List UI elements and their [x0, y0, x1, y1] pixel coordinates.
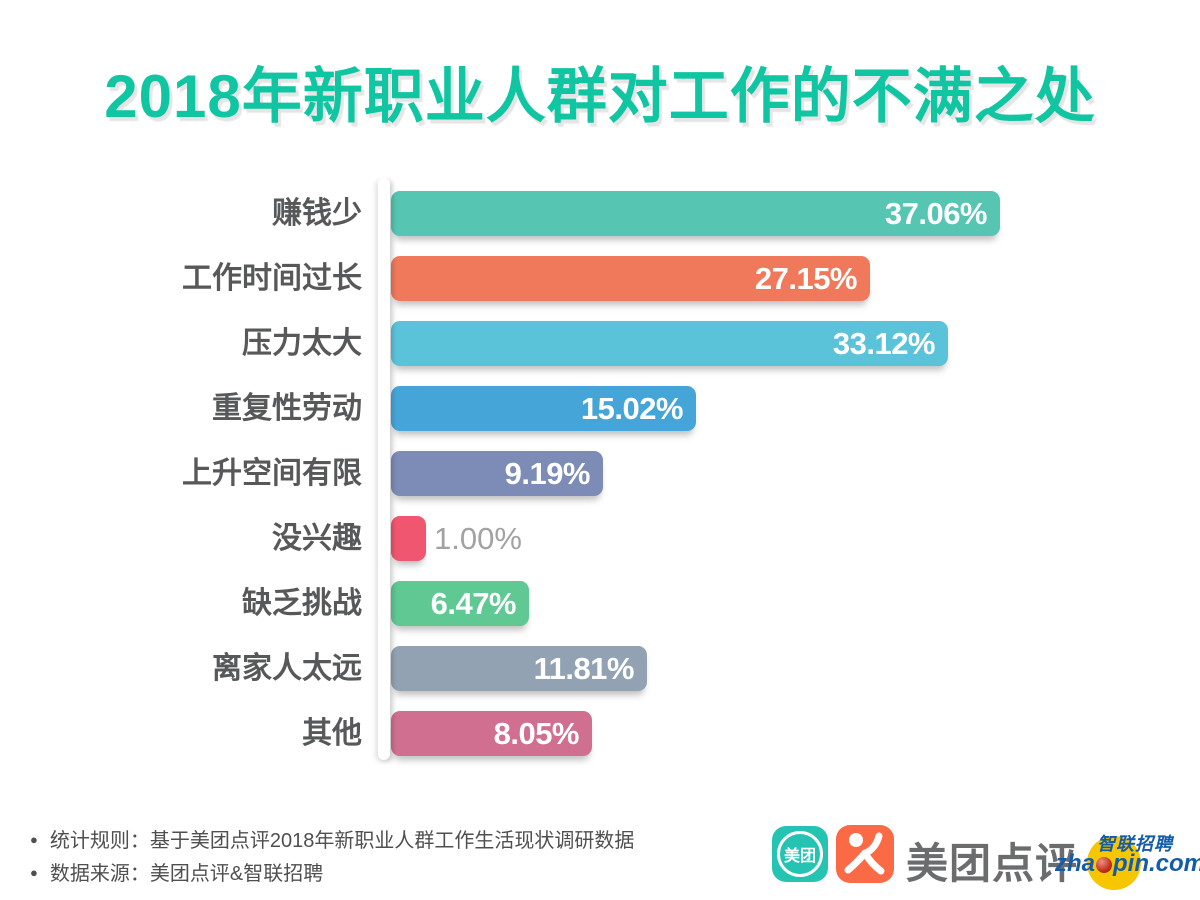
meituan-dianping-wordmark: 美团点评	[906, 840, 1079, 887]
bar-row: 其他 8.05%	[0, 711, 1200, 756]
bar: 37.06%	[391, 191, 1000, 236]
zhaopin-logo: 智联招聘 zha pin.com	[1053, 826, 1200, 896]
bar-value-label: 11.81%	[533, 650, 635, 686]
bar: 9.19%	[391, 451, 603, 496]
zhaopin-en-text: zha pin.com	[1055, 850, 1200, 878]
dianping-logo	[836, 825, 894, 883]
bar: 27.15%	[391, 256, 870, 301]
bar-value-label: 6.47%	[430, 585, 517, 621]
bar-row: 缺乏挑战 6.47%	[0, 581, 1200, 626]
bar-row: 压力太大 33.12%	[0, 321, 1200, 366]
page-title: 2018年新职业人群对工作的不满之处	[104, 63, 1096, 130]
category-label: 工作时间过长	[182, 262, 362, 295]
axis-line	[378, 178, 390, 760]
bar: 8.05%	[391, 711, 592, 756]
dianping-mascot-icon	[844, 832, 885, 875]
bar-row: 赚钱少 37.06%	[0, 191, 1200, 236]
category-label: 缺乏挑战	[242, 587, 362, 620]
category-label: 没兴趣	[272, 522, 362, 555]
bar: 33.12%	[391, 321, 948, 366]
footnotes: ● 统计规则：基于美团点评2018年新职业人群工作生活现状调研数据 ● 数据来源：美团…	[30, 824, 634, 890]
bar-rows: 赚钱少 37.06% 工作时间过长 27.15% 压力太大 33.12% 重复性劳动 15.0…	[0, 191, 1200, 756]
bullet-icon: ●	[30, 865, 38, 880]
bar-row: 重复性劳动 15.02%	[0, 386, 1200, 431]
zhaopin-en-prefix: zha	[1055, 850, 1096, 877]
bar-value-label: 37.06%	[884, 195, 988, 231]
bar-row: 离家人太远 11.81%	[0, 646, 1200, 691]
bar: 6.47%	[391, 581, 529, 626]
bar-row: 没兴趣 1.00%	[0, 516, 1200, 561]
footnote-text: 统计规则：基于美团点评2018年新职业人群工作生活现状调研数据	[49, 830, 635, 852]
zhaopin-en-suffix: pin.com	[1113, 850, 1200, 877]
bar: 1.00%	[391, 516, 522, 561]
bar-row: 上升空间有限 9.19%	[0, 451, 1200, 496]
bar-value-label: 33.12%	[832, 325, 936, 361]
category-label: 其他	[302, 717, 362, 750]
bullet-icon: ●	[30, 832, 38, 847]
meituan-logo-text: 美团	[777, 831, 823, 877]
bar-chart: 赚钱少 37.06% 工作时间过长 27.15% 压力太大 33.12% 重复性劳动 15.0…	[0, 178, 1200, 776]
bar: 15.02%	[391, 386, 696, 431]
zhaopin-yellow-circle	[1087, 836, 1141, 890]
bar-value-label: 8.05%	[493, 715, 580, 751]
category-label: 上升空间有限	[182, 457, 362, 490]
bar-row: 工作时间过长 27.15%	[0, 256, 1200, 301]
zhaopin-red-ball-icon	[1096, 857, 1113, 873]
meituan-logo: 美团	[772, 826, 828, 882]
category-label: 赚钱少	[272, 197, 362, 230]
category-label: 离家人太远	[212, 652, 362, 685]
bar-value-label: 9.19%	[504, 455, 591, 491]
category-label: 重复性劳动	[212, 392, 362, 425]
bar-value-label: 1.00%	[434, 521, 522, 556]
footnote-line: ● 数据来源：美团点评&智联招聘	[30, 857, 634, 890]
bar: 11.81%	[391, 646, 647, 691]
footnote-text: 数据来源：美团点评&智联招聘	[49, 863, 324, 885]
footnote-line: ● 统计规则：基于美团点评2018年新职业人群工作生活现状调研数据	[30, 824, 634, 857]
category-label: 压力太大	[242, 327, 362, 360]
bar-value-label: 15.02%	[580, 390, 684, 426]
zhaopin-cn-text: 智联招聘	[1097, 834, 1173, 854]
bar-value-label: 27.15%	[754, 260, 858, 296]
